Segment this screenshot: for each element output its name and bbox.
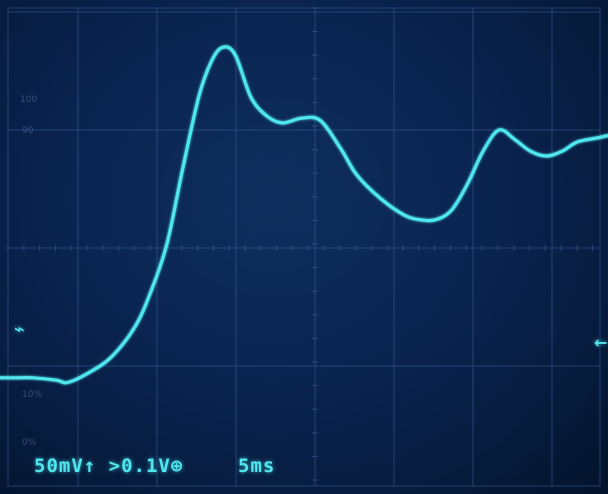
graticule-label-90: 90 [22,126,34,136]
waveform-trace [0,45,608,385]
timebase-readout: 5ms [238,455,276,477]
channel-readout: 50mV↑ >0.1V⊕ [34,455,183,477]
graticule-grid [7,7,601,487]
ground-level-marker-icon: ⌁ [14,319,25,340]
graticule-label-10: 10% [22,390,43,400]
ch1-scale: 50mV↑ [34,455,97,477]
graticule-label-100: 100 [20,95,38,105]
trigger-setting: >0.1V⊕ [108,455,184,477]
waveform-group [0,45,608,385]
trigger-level-arrow-icon: ← [594,333,608,352]
graticule-label-0: 0% [22,438,37,448]
graticule-ticks [7,7,594,481]
